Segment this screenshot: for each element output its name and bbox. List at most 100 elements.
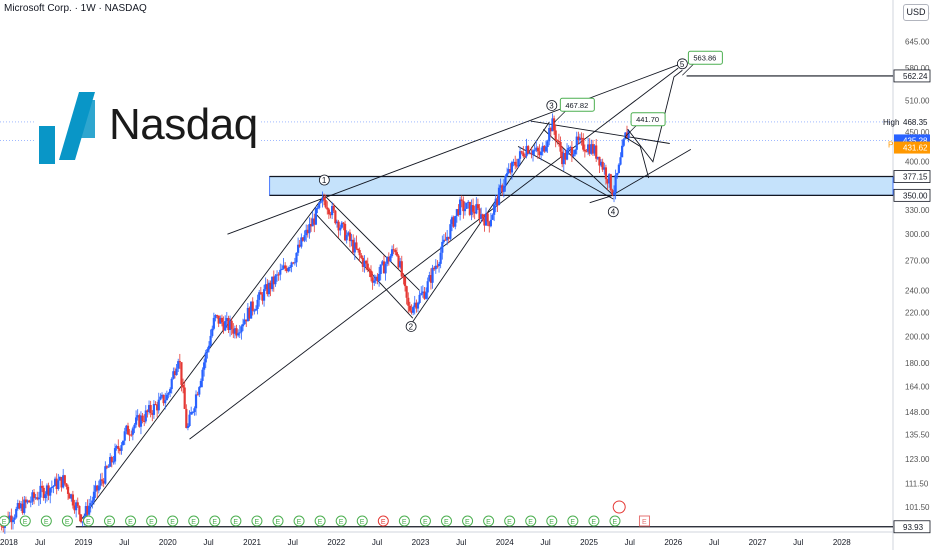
earnings-marker-label: E bbox=[276, 519, 281, 526]
candle-body bbox=[390, 249, 394, 256]
candle-body bbox=[31, 492, 34, 502]
candle-body bbox=[408, 305, 411, 311]
candle-body bbox=[491, 214, 494, 220]
y-tick-label: 101.50 bbox=[905, 503, 930, 512]
candle-body bbox=[89, 503, 92, 506]
candle-body bbox=[123, 431, 126, 441]
candle-body bbox=[10, 515, 13, 523]
candle-body bbox=[250, 301, 253, 319]
earnings-marker bbox=[504, 515, 516, 527]
candle-body bbox=[538, 151, 541, 156]
candle-body bbox=[253, 310, 256, 312]
earnings-marker bbox=[441, 515, 452, 527]
candle-body bbox=[269, 282, 272, 290]
pre-price-badge bbox=[894, 141, 930, 154]
candle-body bbox=[468, 201, 471, 215]
candle-body bbox=[258, 292, 261, 300]
candle-body bbox=[459, 199, 462, 215]
y-tick-label: 111.50 bbox=[905, 480, 929, 489]
level-badge bbox=[893, 170, 931, 183]
candle-body bbox=[504, 176, 507, 186]
candle-body bbox=[441, 241, 444, 253]
candle-body bbox=[183, 387, 186, 409]
y-tick-label: 240.00 bbox=[905, 286, 930, 295]
candle-body bbox=[454, 215, 457, 227]
candle-body bbox=[243, 319, 246, 325]
candle-body bbox=[211, 328, 214, 336]
candle-body bbox=[112, 461, 115, 463]
earnings-marker bbox=[377, 515, 389, 527]
candle-body bbox=[371, 277, 374, 283]
candle-body bbox=[337, 221, 340, 231]
earnings-marker bbox=[272, 515, 284, 527]
candle-body bbox=[49, 488, 52, 496]
candle-body bbox=[350, 239, 353, 242]
candle-body bbox=[173, 371, 177, 376]
candle-body bbox=[450, 217, 454, 225]
candle-body bbox=[84, 506, 87, 517]
candle-body bbox=[39, 485, 42, 498]
candle-body bbox=[574, 149, 577, 155]
earnings-marker-label: E bbox=[423, 519, 428, 526]
candle-body bbox=[499, 185, 502, 188]
candle-body bbox=[588, 144, 591, 154]
candle-body bbox=[143, 420, 146, 422]
candle-body bbox=[339, 227, 342, 231]
candle-body bbox=[37, 497, 40, 500]
candle-body bbox=[96, 485, 99, 491]
candle-body bbox=[165, 394, 168, 401]
candle-body bbox=[595, 145, 598, 159]
candle-body bbox=[540, 151, 543, 156]
earnings-marker bbox=[188, 515, 200, 527]
x-tick-label: 2019 bbox=[75, 538, 93, 547]
y-tick-label: 180.00 bbox=[905, 359, 930, 368]
candle-body bbox=[625, 132, 629, 139]
candle-body bbox=[481, 214, 484, 219]
candle-body bbox=[235, 328, 238, 336]
candle-body bbox=[335, 221, 339, 224]
candle-body bbox=[423, 291, 426, 299]
candle-body bbox=[543, 145, 546, 152]
candle-body bbox=[572, 154, 575, 157]
earnings-marker bbox=[125, 515, 137, 527]
x-tick-label: Jul bbox=[372, 538, 382, 547]
callout-label: 467.82 bbox=[565, 101, 588, 110]
candle-body bbox=[58, 477, 62, 481]
candle-body bbox=[606, 179, 609, 184]
candle-body bbox=[462, 200, 465, 212]
x-tick-label: 2024 bbox=[496, 538, 514, 547]
currency-badge[interactable]: USD bbox=[903, 4, 929, 21]
candle-body bbox=[172, 371, 175, 379]
candle-body bbox=[528, 153, 531, 155]
candle-body bbox=[190, 412, 193, 415]
x-tick-label: 2021 bbox=[243, 538, 261, 547]
earnings-marker bbox=[82, 515, 94, 527]
candle-body bbox=[577, 136, 580, 141]
trendline-wedge-end bbox=[589, 195, 611, 204]
earnings-marker-label: E bbox=[149, 519, 154, 526]
candle-body bbox=[169, 389, 172, 394]
candle-body bbox=[591, 144, 595, 154]
candle-body bbox=[240, 326, 243, 333]
candle-body bbox=[79, 514, 83, 522]
candle-body bbox=[290, 262, 293, 268]
candle-body bbox=[418, 294, 421, 303]
candle-body bbox=[363, 260, 366, 267]
wave-label-circle bbox=[607, 206, 619, 218]
candle-body bbox=[343, 223, 347, 241]
level-badge-label: 350.00 bbox=[903, 191, 928, 200]
trendline-wedge-bottom bbox=[517, 146, 614, 200]
candle-body bbox=[282, 265, 285, 269]
candle-body bbox=[415, 302, 418, 309]
candle-body bbox=[332, 205, 335, 211]
candle-body bbox=[507, 169, 510, 174]
candle-body bbox=[209, 335, 212, 346]
candle-body bbox=[293, 262, 296, 264]
earnings-marker bbox=[588, 515, 600, 527]
y-tick-label: 270.00 bbox=[905, 257, 930, 266]
candle-body bbox=[596, 156, 599, 159]
candle-body bbox=[149, 405, 152, 414]
y-tick-label: 510.00 bbox=[905, 97, 930, 106]
candle-body bbox=[489, 219, 492, 227]
